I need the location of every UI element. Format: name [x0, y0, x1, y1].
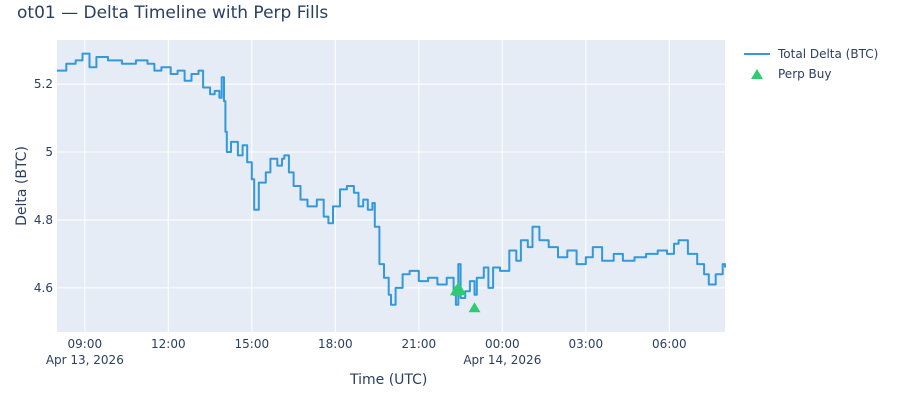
perp-buy-marker: [454, 285, 467, 296]
series-markers: [449, 281, 481, 313]
y-tick-label: 5.2: [34, 77, 53, 91]
grid-lines: [57, 40, 725, 332]
legend-label-perp-buy: Perp Buy: [778, 67, 832, 81]
chart-title: ot01 — Delta Timeline with Perp Fills: [17, 3, 329, 23]
x-tick-labels: 09:00 Apr 13, 2026 12:00 15:00 18:00 21:00 00:…: [46, 337, 687, 367]
x-tick-label: 06:00: [652, 337, 687, 351]
x-tick-label: 09:00: [68, 337, 103, 351]
triangle-up-icon: [742, 67, 772, 81]
x-tick-label: 18:00: [318, 337, 353, 351]
legend-label-total-delta: Total Delta (BTC): [778, 47, 879, 61]
y-tick-label: 5: [45, 145, 53, 159]
x-tick-label: 03:00: [569, 337, 604, 351]
perp-buy-marker: [468, 302, 481, 313]
total-delta-line: [57, 52, 726, 306]
x-tick-sublabel: Apr 13, 2026: [46, 353, 124, 367]
x-tick-label: 21:00: [402, 337, 437, 351]
y-tick-label: 4.6: [34, 281, 53, 295]
y-tick-labels: 4.6 4.8 5 5.2: [34, 77, 53, 295]
x-tick-label: 12:00: [151, 337, 186, 351]
y-tick-label: 4.8: [34, 213, 53, 227]
y-axis-title: Delta (BTC): [14, 146, 30, 226]
x-tick-sublabel: Apr 14, 2026: [463, 353, 541, 367]
x-tick-label: 00:00: [485, 337, 520, 351]
legend-item-perp-buy[interactable]: Perp Buy: [742, 64, 878, 84]
x-tick-label: 15:00: [235, 337, 270, 351]
legend-item-total-delta[interactable]: Total Delta (BTC): [742, 44, 878, 64]
legend[interactable]: Total Delta (BTC) Perp Buy: [742, 44, 878, 84]
x-axis-title: Time (UTC): [350, 372, 428, 388]
series-lines: [57, 52, 726, 306]
line-swatch-icon: [742, 47, 772, 61]
